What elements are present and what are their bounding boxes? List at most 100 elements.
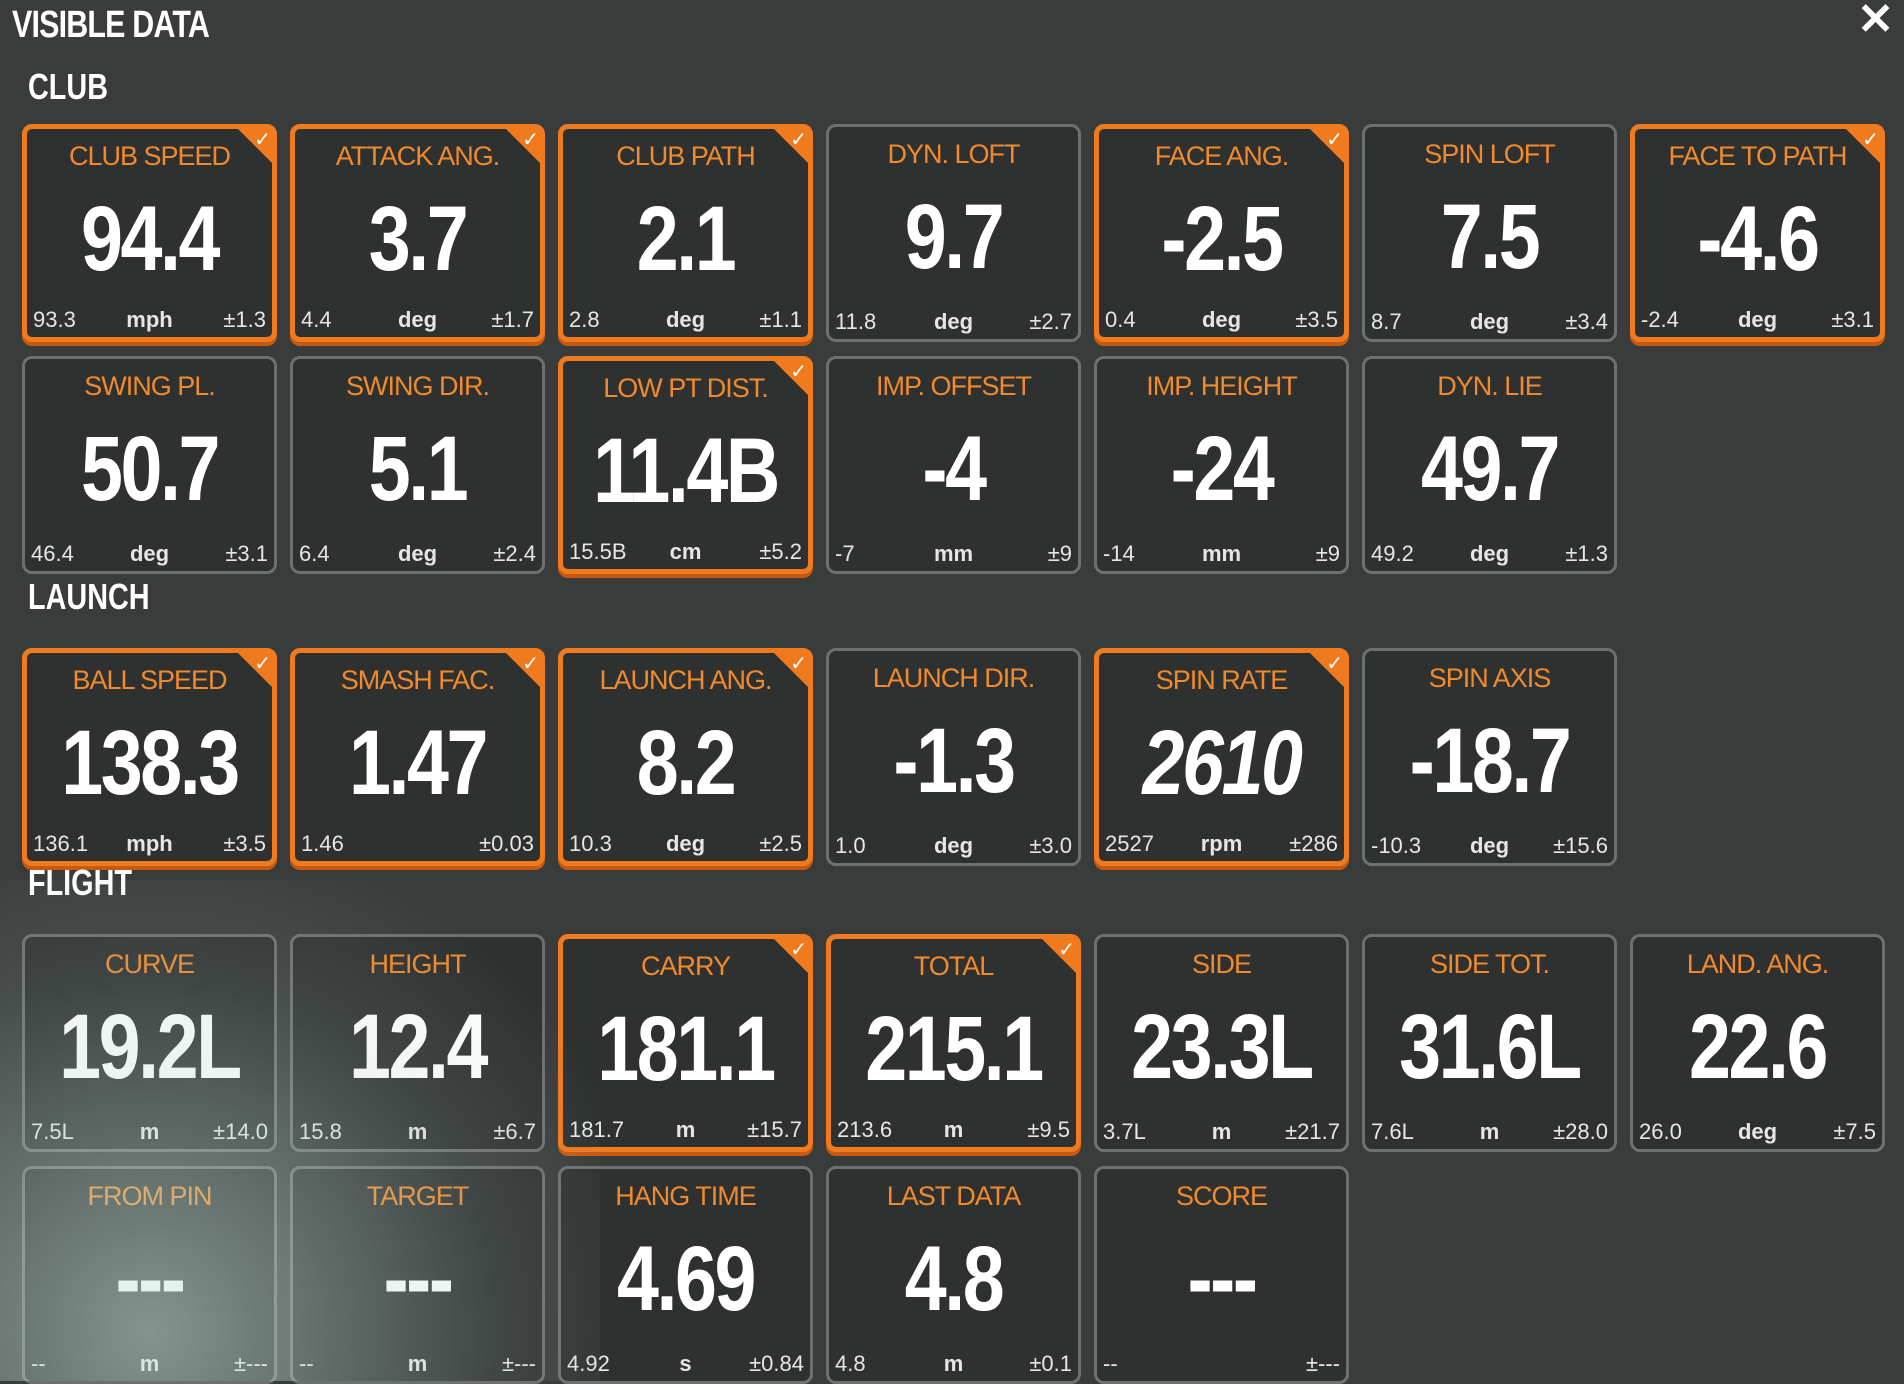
metric-unit: deg	[1469, 833, 1510, 858]
metric-card-height[interactable]: HEIGHT 12.4 15.8 m ±6.7	[290, 934, 545, 1152]
section-heading-club: CLUB	[28, 66, 108, 107]
page-title: VISIBLE DATA	[12, 4, 210, 46]
metric-card-face-to-path[interactable]: FACE TO PATH -4.6 -2.4 deg ±3.1 ✓	[1630, 124, 1885, 342]
metric-value: 4.69	[617, 1228, 756, 1330]
metric-label: CLUB PATH	[616, 141, 756, 171]
metric-label: FACE TO PATH	[1668, 141, 1847, 171]
metric-reference: 46.4	[31, 541, 74, 566]
metric-card-swing-dir[interactable]: SWING DIR. 5.1 6.4 deg ±2.4	[290, 356, 545, 574]
metric-reference: 49.2	[1371, 541, 1414, 566]
metric-value: 2610	[1142, 712, 1302, 814]
metric-reference: 213.6	[837, 1117, 893, 1142]
metric-card-club-speed[interactable]: CLUB SPEED 94.4 93.3 mph ±1.3 ✓	[22, 124, 277, 342]
metric-card-curve[interactable]: CURVE 19.2L 7.5L m ±14.0	[22, 934, 277, 1152]
metric-card-spin-axis[interactable]: SPIN AXIS -18.7 -10.3 deg ±15.6	[1362, 648, 1617, 866]
metric-tolerance: ±3.4	[1565, 309, 1608, 334]
metric-value: 94.4	[81, 188, 220, 290]
metric-tolerance: ±9	[1315, 541, 1340, 566]
metric-tolerance: ±1.3	[223, 307, 266, 332]
metric-unit: deg	[397, 307, 438, 332]
metric-card-target[interactable]: TARGET --- -- m ±---	[290, 1166, 545, 1384]
metric-label: CARRY	[640, 951, 731, 981]
metric-reference: 4.8	[835, 1351, 866, 1376]
metric-unit: mph	[126, 831, 173, 856]
checkmark-icon: ✓	[236, 127, 274, 165]
metric-unit: m	[1211, 1119, 1232, 1144]
metric-unit: deg	[1737, 307, 1778, 332]
metric-card-last-data[interactable]: LAST DATA 4.8 4.8 m ±0.1	[826, 1166, 1081, 1384]
metric-value: ---	[1187, 1228, 1257, 1330]
metric-value: 11.4B	[593, 420, 780, 522]
metric-value: -4.6	[1697, 188, 1820, 290]
metric-label: LAUNCH DIR.	[872, 663, 1036, 693]
metric-label: CLUB SPEED	[68, 141, 231, 171]
metric-value: 2.1	[636, 188, 737, 290]
metric-tolerance: ±21.7	[1285, 1119, 1340, 1144]
metric-card-dyn-lie[interactable]: DYN. LIE 49.7 49.2 deg ±1.3	[1362, 356, 1617, 574]
metric-label: SPIN LOFT	[1424, 139, 1556, 169]
metric-card-launch-ang[interactable]: LAUNCH ANG. 8.2 10.3 deg ±2.5 ✓	[558, 648, 813, 866]
metric-label: FACE ANG.	[1154, 141, 1290, 171]
metric-card-carry[interactable]: CARRY 181.1 181.7 m ±15.7 ✓	[558, 934, 813, 1152]
metric-tolerance: ±9.5	[1027, 1117, 1070, 1142]
metric-card-imp-height[interactable]: IMP. HEIGHT -24 -14 mm ±9	[1094, 356, 1349, 574]
metric-label: BALL SPEED	[72, 665, 227, 695]
metric-value: -1.3	[893, 710, 1016, 812]
metric-card-face-ang[interactable]: FACE ANG. -2.5 0.4 deg ±3.5 ✓	[1094, 124, 1349, 342]
metric-unit: m	[943, 1351, 964, 1376]
metric-card-smash-fac[interactable]: SMASH FAC. 1.47 1.46 ±0.03 ✓	[290, 648, 545, 866]
close-icon[interactable]: ✕	[1857, 0, 1894, 44]
metric-value: 23.3L	[1131, 996, 1314, 1098]
metric-unit: m	[943, 1117, 964, 1142]
metric-value: 31.6L	[1399, 996, 1582, 1098]
metric-reference: --	[1103, 1351, 1118, 1376]
metric-value: 8.2	[636, 712, 737, 814]
checkmark-icon: ✓	[236, 651, 274, 689]
metric-card-dyn-loft[interactable]: DYN. LOFT 9.7 11.8 deg ±2.7	[826, 124, 1081, 342]
metric-card-spin-rate[interactable]: SPIN RATE 2610 2527 rpm ±286 ✓	[1094, 648, 1349, 866]
checkmark-icon: ✓	[772, 651, 810, 689]
metric-card-ball-speed[interactable]: BALL SPEED 138.3 136.1 mph ±3.5 ✓	[22, 648, 277, 866]
metric-value: 4.8	[904, 1228, 1005, 1330]
metric-reference: -10.3	[1371, 833, 1422, 858]
metric-value: 50.7	[81, 418, 220, 520]
metric-value: 7.5	[1440, 186, 1541, 288]
metric-unit: deg	[933, 833, 974, 858]
metric-card-attack-ang[interactable]: ATTACK ANG. 3.7 4.4 deg ±1.7 ✓	[290, 124, 545, 342]
metric-card-side-tot[interactable]: SIDE TOT. 31.6L 7.6L m ±28.0	[1362, 934, 1617, 1152]
metric-tolerance: ±2.5	[759, 831, 802, 856]
metric-card-low-pt-dist[interactable]: LOW PT DIST. 11.4B 15.5B cm ±5.2 ✓	[558, 356, 813, 574]
metric-value: 22.6	[1689, 996, 1828, 1098]
checkmark-icon: ✓	[504, 127, 542, 165]
metric-card-side[interactable]: SIDE 23.3L 3.7L m ±21.7	[1094, 934, 1349, 1152]
metric-card-swing-pl[interactable]: SWING PL. 50.7 46.4 deg ±3.1	[22, 356, 277, 574]
metric-card-spin-loft[interactable]: SPIN LOFT 7.5 8.7 deg ±3.4	[1362, 124, 1617, 342]
metric-tolerance: ±15.6	[1553, 833, 1608, 858]
metric-unit: rpm	[1200, 831, 1243, 856]
metric-card-club-path[interactable]: CLUB PATH 2.1 2.8 deg ±1.1 ✓	[558, 124, 813, 342]
checkmark-icon: ✓	[504, 651, 542, 689]
metric-tolerance: ±0.1	[1029, 1351, 1072, 1376]
metric-label: SWING PL.	[84, 371, 216, 401]
metric-value: 12.4	[349, 996, 488, 1098]
metric-row: FROM PIN --- -- m ±--- TARGET --- -- m ±-…	[22, 1166, 1349, 1384]
metric-label: LAST DATA	[886, 1181, 1022, 1211]
metric-card-imp-offset[interactable]: IMP. OFFSET -4 -7 mm ±9	[826, 356, 1081, 574]
metric-card-total[interactable]: TOTAL 215.1 213.6 m ±9.5 ✓	[826, 934, 1081, 1152]
metric-card-from-pin[interactable]: FROM PIN --- -- m ±---	[22, 1166, 277, 1384]
metric-unit: m	[1479, 1119, 1500, 1144]
metric-value: 215.1	[865, 998, 1044, 1100]
metric-card-launch-dir[interactable]: LAUNCH DIR. -1.3 1.0 deg ±3.0	[826, 648, 1081, 866]
metric-reference: 10.3	[569, 831, 612, 856]
metric-value: 1.47	[349, 712, 488, 814]
metric-unit: mm	[933, 541, 974, 566]
metric-label: SIDE	[1191, 949, 1252, 979]
metric-reference: 4.4	[301, 307, 332, 332]
metric-value: -4	[922, 418, 987, 520]
metric-card-score[interactable]: SCORE --- -- ±---	[1094, 1166, 1349, 1384]
metric-label: ATTACK ANG.	[335, 141, 501, 171]
metric-card-land-ang[interactable]: LAND. ANG. 22.6 26.0 deg ±7.5	[1630, 934, 1885, 1152]
metric-card-hang-time[interactable]: HANG TIME 4.69 4.92 s ±0.84	[558, 1166, 813, 1384]
metric-tolerance: ±3.5	[1295, 307, 1338, 332]
metric-value: -18.7	[1409, 710, 1572, 812]
